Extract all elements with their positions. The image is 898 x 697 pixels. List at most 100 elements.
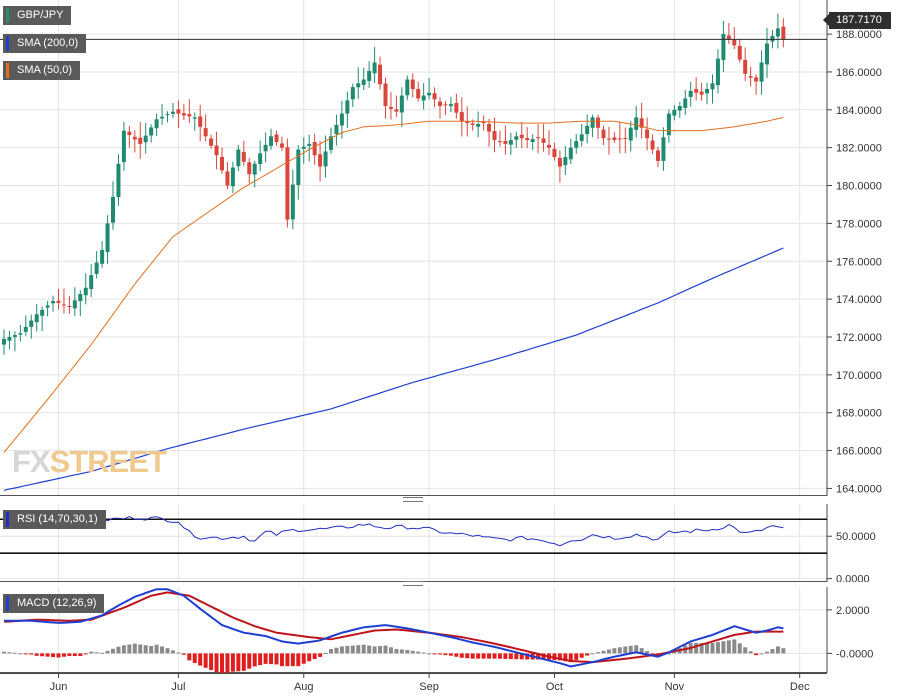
- macd-hist-bar-84: [459, 653, 464, 658]
- time-axis-labels: Jun Jul Aug Sep Oct Nov Dec: [0, 673, 827, 693]
- legend-rsi-label: RSI (14,70,30,1): [17, 513, 98, 525]
- macd-hist-bar-93: [508, 653, 513, 660]
- macd-hist-bar-98: [536, 653, 541, 660]
- legend-sma200[interactable]: SMA (200,0): [3, 34, 87, 53]
- macd-hist-bar-61: [334, 647, 339, 654]
- candle-body-15: [83, 287, 88, 296]
- macd-hist-bar-105: [574, 653, 579, 660]
- watermark-part1: FX: [12, 444, 51, 479]
- candle-body-95: [519, 134, 524, 139]
- macd-hist-bar-112: [612, 648, 617, 654]
- candle-body-112: [612, 137, 617, 141]
- macd-hist-bar-21: [116, 646, 121, 654]
- candle-body-69: [378, 64, 383, 85]
- candle-body-56: [307, 143, 312, 146]
- candle-body-7: [40, 309, 45, 316]
- candle-body-53: [290, 184, 295, 220]
- candle-body-44: [241, 151, 246, 162]
- macd-hist-bar-29: [160, 646, 165, 654]
- legend-symbol[interactable]: GBP/JPY: [3, 6, 72, 25]
- y-tick-label-4: 172.0000: [836, 332, 882, 344]
- rsi-line: [3, 515, 784, 547]
- macd-hist-bar-140: [765, 651, 769, 654]
- y-tick-label-0: 164.0000: [836, 483, 882, 495]
- candle-body-32: [176, 109, 181, 114]
- macd-pane[interactable]: 2.0000 -0.0000 MACD (12,26,9): [0, 587, 898, 673]
- macd-hist-bar-115: [628, 645, 633, 654]
- candle-body-21: [116, 163, 121, 198]
- candle-body-83: [454, 103, 459, 113]
- candle-body-109: [596, 117, 601, 128]
- price-chart[interactable]: 164.0000 166.0000 168.0000 170.0000 172.0000…: [0, 0, 898, 496]
- candle-body-101: [552, 148, 557, 158]
- macd-chart[interactable]: 2.0000 -0.0000: [0, 587, 898, 673]
- legend-macd[interactable]: MACD (12,26,9): [3, 594, 105, 613]
- sma50-line: [3, 116, 784, 453]
- candle-body-118: [645, 129, 650, 139]
- fxstreet-watermark: FXSTREET: [12, 444, 167, 480]
- rsi-pane[interactable]: 50.0000 0.0000 RSI (14,70,30,1): [0, 504, 898, 582]
- macd-hist-bar-23: [127, 644, 132, 654]
- x-tick-label-oct: Oct: [546, 681, 563, 693]
- macd-hist-bar-69: [378, 646, 383, 654]
- rsi-chart[interactable]: 50.0000 0.0000: [0, 504, 898, 582]
- candle-body-89: [487, 123, 492, 132]
- candle-body-42: [230, 167, 235, 187]
- macd-hist-bar-136: [743, 647, 748, 654]
- macd-hist-bar-116: [634, 645, 639, 654]
- y-tick-label-3: 170.0000: [836, 370, 882, 382]
- candle-body-5: [29, 320, 34, 327]
- macd-hist-bar-119: [650, 653, 655, 655]
- macd-hist-bar-31: [170, 650, 175, 654]
- candle-body-105: [574, 141, 579, 148]
- candle-body-132: [721, 34, 726, 60]
- pane-resize-handle-rsi[interactable]: [403, 497, 423, 502]
- macd-hist-bar-18: [100, 652, 105, 654]
- candle-body-74: [405, 79, 410, 96]
- x-tick-label-sep: Sep: [419, 681, 439, 693]
- candle-body-130: [710, 83, 715, 90]
- macd-hist-bar-4: [23, 653, 28, 655]
- macd-hist-bar-22: [121, 645, 126, 654]
- candle-body-115: [628, 127, 633, 141]
- macd-hist-bar-87: [476, 653, 481, 659]
- macd-hist-bar-16: [89, 651, 94, 654]
- macd-hist-bar-15: [83, 653, 88, 655]
- candle-body-72: [394, 109, 399, 112]
- legend-rsi[interactable]: RSI (14,70,30,1): [3, 510, 106, 529]
- candle-body-84: [459, 112, 464, 122]
- macd-hist-bar-8: [45, 653, 50, 657]
- time-axis[interactable]: Jun Jul Aug Sep Oct Nov Dec: [0, 673, 898, 697]
- price-pane[interactable]: 164.0000 166.0000 168.0000 170.0000 172.0000…: [0, 0, 898, 496]
- candle-body-88: [481, 121, 486, 124]
- y-tick-label-10: 184.0000: [836, 105, 882, 117]
- y-tick-label-5: 174.0000: [836, 294, 882, 306]
- y-tick-label-9: 182.0000: [836, 143, 882, 155]
- macd-hist-bar-72: [394, 649, 399, 654]
- candle-body-120: [656, 150, 660, 161]
- y-tick-label-11: 186.0000: [836, 67, 882, 79]
- macd-hist-bar-32: [176, 652, 181, 654]
- y-tick-label-8: 180.0000: [836, 181, 882, 193]
- candle-body-22: [121, 130, 126, 163]
- candle-body-139: [759, 62, 764, 82]
- candle-body-48: [263, 144, 268, 152]
- macd-hist-bar-52: [285, 653, 290, 667]
- macd-hist-bar-67: [367, 645, 372, 654]
- macd-hist-bar-56: [307, 653, 312, 662]
- sma200-line: [3, 247, 784, 491]
- macd-hist-bar-66: [361, 644, 366, 654]
- macd-hist-bar-73: [399, 649, 404, 654]
- candle-body-59: [323, 151, 328, 167]
- macd-line: [4, 588, 784, 668]
- candle-body-121: [661, 137, 666, 161]
- macd-hist-bar-103: [563, 653, 568, 662]
- candle-body-119: [650, 140, 655, 150]
- candle-body-66: [361, 79, 366, 85]
- macd-hist-bar-106: [579, 653, 584, 658]
- y-tick-label-0: 2.0000: [836, 605, 870, 617]
- pane-resize-handle-macd[interactable]: [403, 581, 423, 586]
- macd-hist-bar-6: [34, 653, 39, 656]
- legend-sma50[interactable]: SMA (50,0): [3, 61, 81, 80]
- candle-body-46: [252, 163, 257, 175]
